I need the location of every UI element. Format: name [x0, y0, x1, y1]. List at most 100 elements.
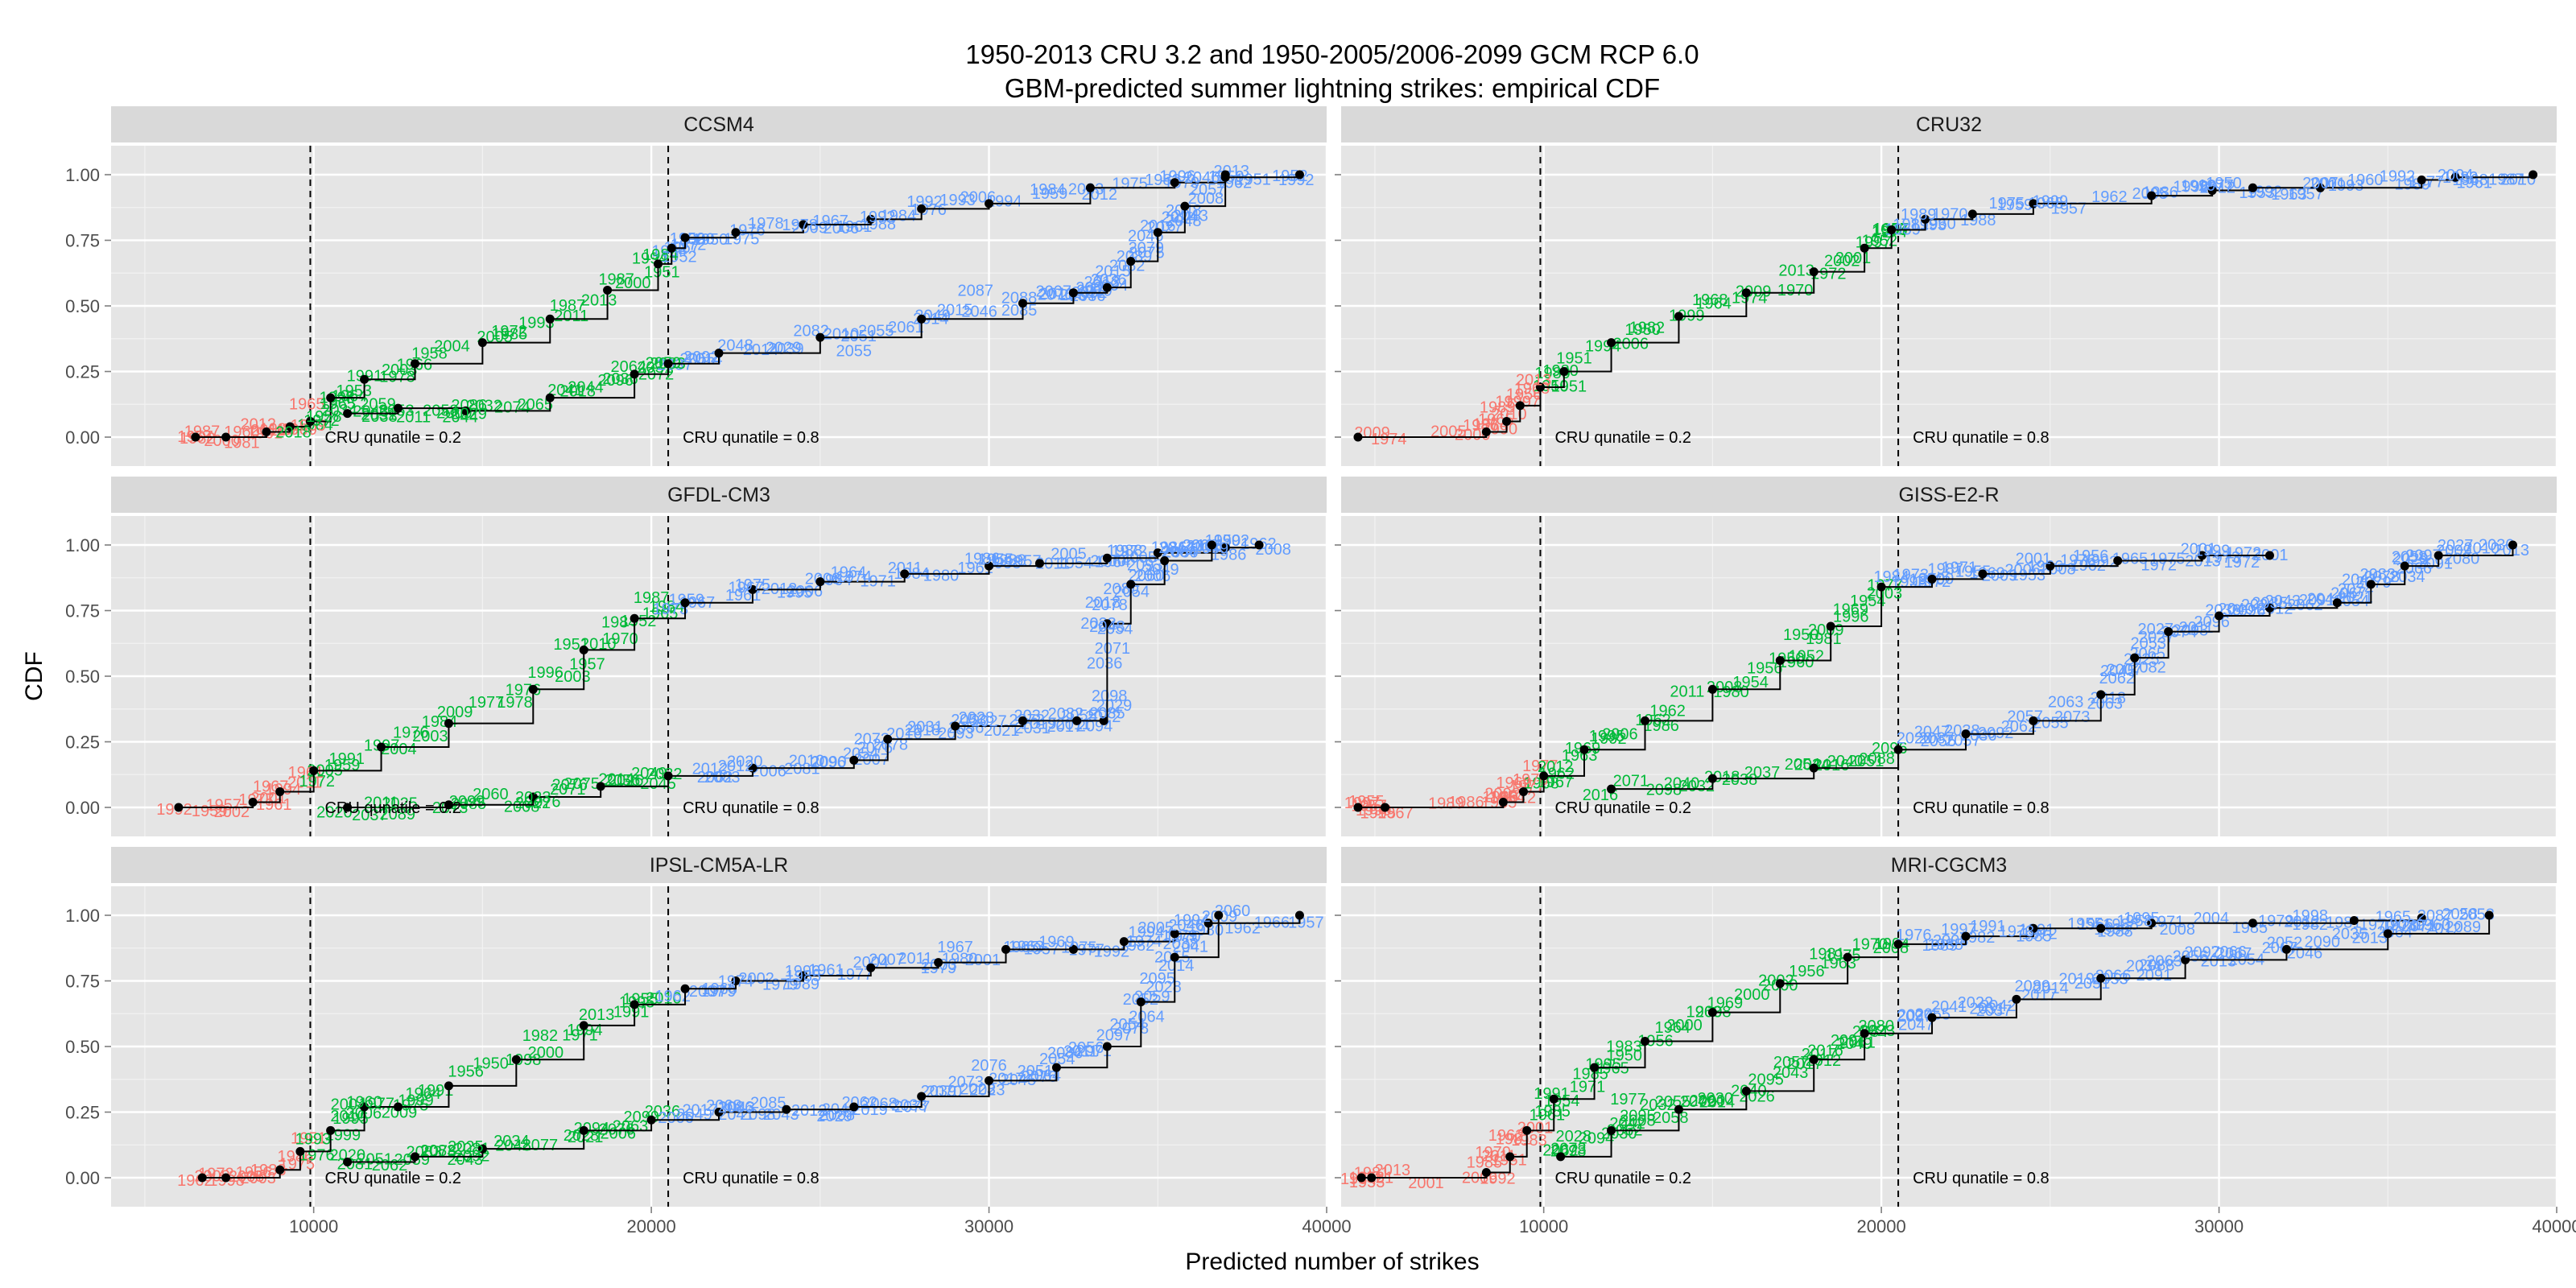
year-label: 2006 — [601, 1125, 637, 1142]
year-label: 1970 — [1852, 935, 1889, 953]
year-label: 1956 — [1789, 963, 1825, 980]
year-label: 2057 — [1190, 181, 1226, 199]
year-label: 2044 — [568, 379, 604, 397]
year-label: 1988 — [2097, 923, 2133, 940]
year-label: 2024 — [1162, 208, 1198, 226]
year-label: 2073 — [854, 731, 890, 749]
ecdf-point — [799, 971, 808, 980]
year-label: 1986 — [1448, 794, 1484, 811]
year-label: 1968 — [2452, 171, 2488, 189]
year-label: 2036 — [1961, 727, 1997, 745]
year-label: 1992 — [156, 801, 192, 819]
year-label: 2040 — [1827, 753, 1864, 770]
year-label: 2018 — [560, 383, 597, 401]
year-label: 1964 — [831, 564, 867, 582]
ecdf-point — [1707, 774, 1717, 783]
year-label: 2011 — [364, 794, 398, 811]
ecdf-point — [191, 432, 200, 442]
year-label: 2058 — [2442, 906, 2478, 923]
year-label: 2059 — [646, 355, 682, 373]
ecdf-point — [1126, 580, 1136, 589]
ecdf-point — [1001, 944, 1011, 954]
ecdf-point — [444, 1081, 453, 1091]
year-label: 2060 — [1129, 567, 1165, 584]
year-label: 1970 — [1777, 282, 1814, 299]
year-label: 2042 — [1609, 1115, 1645, 1133]
ecdf-point — [985, 1075, 994, 1085]
year-label: 2067 — [2330, 585, 2367, 603]
ecdf-point — [1085, 183, 1095, 192]
panel-gfdl-cm3: GFDL-CM319921959200219571977196120011994… — [65, 477, 1328, 836]
year-label: 2004 — [381, 741, 417, 758]
year-label: 2011 — [1670, 683, 1704, 701]
year-label: 1964 — [332, 388, 368, 406]
ecdf-point — [1607, 338, 1616, 348]
year-label: 1950 — [1624, 321, 1661, 339]
year-label: 1963 — [1009, 938, 1045, 956]
ecdf-point — [680, 984, 690, 993]
x-tick-label: 30000 — [964, 1216, 1013, 1236]
year-label: 2010 — [646, 990, 682, 1008]
year-label: 2007 — [689, 983, 725, 1001]
year-label: 2054 — [1109, 1016, 1146, 1034]
year-label: 1980 — [1713, 683, 1749, 701]
y-tick-label: 0.75 — [65, 972, 100, 992]
year-label: 1993 — [2328, 177, 2364, 195]
ecdf-point — [663, 771, 673, 781]
ecdf-point — [1921, 214, 1930, 224]
year-label: 1984 — [881, 207, 917, 225]
ecdf-point — [1961, 931, 1971, 941]
year-label: 1980 — [923, 568, 960, 585]
facet-strip — [111, 477, 1327, 513]
ecdf-point — [2417, 913, 2426, 923]
year-label: 2008 — [2160, 921, 2196, 939]
ecdf-point — [646, 1115, 656, 1125]
year-label: 2087 — [1918, 729, 1955, 747]
year-label: 2035 — [2332, 926, 2368, 943]
ecdf-point — [343, 803, 353, 812]
year-label: 2008 — [1255, 541, 1291, 559]
year-label: 1975 — [735, 576, 771, 594]
year-label: 1992 — [906, 193, 943, 211]
year-label: 2097 — [2184, 944, 2220, 962]
year-label: 2030 — [2479, 536, 2515, 554]
year-label: 1986 — [964, 550, 1001, 568]
ecdf-point — [1353, 432, 1363, 442]
year-label: 2062 — [2001, 718, 2037, 736]
year-label: 1994 — [1128, 924, 1164, 942]
year-label: 2033 — [891, 1097, 927, 1115]
ecdf-point — [1068, 944, 1078, 954]
year-label: 2077 — [522, 1137, 559, 1154]
year-label: 2051 — [840, 328, 877, 345]
year-label: 2000 — [1455, 426, 1491, 444]
ecdf-step-line — [1611, 545, 2514, 791]
year-label: 2051 — [1848, 753, 1885, 770]
year-label: 2028 — [1555, 1128, 1591, 1146]
year-label: 2017 — [682, 1102, 718, 1120]
year-label: 2014 — [743, 341, 779, 359]
ecdf-point — [2264, 603, 2274, 613]
ecdf-point — [2096, 973, 2106, 983]
chart-title: 1950-2013 CRU 3.2 and 1950-2005/2006-209… — [965, 39, 1699, 69]
year-label: 1985 — [1534, 1103, 1571, 1121]
year-label: 2049 — [1836, 1035, 1872, 1053]
year-label: 2062 — [697, 769, 733, 786]
ecdf-point — [900, 569, 910, 579]
year-label: 2046 — [1168, 917, 1204, 935]
year-label: 2055 — [858, 322, 894, 340]
year-label: 1995 — [332, 1110, 369, 1128]
ecdf-point — [477, 1144, 487, 1154]
year-label: 2006 — [1135, 568, 1171, 585]
year-label: 1967 — [937, 939, 973, 956]
year-label: 1985 — [1572, 1066, 1608, 1084]
year-label: 2043 — [353, 402, 389, 420]
year-label: 1966 — [2028, 558, 2064, 576]
year-label: 2075 — [564, 775, 600, 793]
year-label: 1952 — [621, 613, 657, 630]
year-label: 2066 — [2211, 943, 2247, 961]
year-label: 2094 — [1579, 1130, 1615, 1148]
ecdf-point — [849, 755, 859, 765]
year-label: 2060 — [473, 786, 509, 803]
ecdf-point — [1961, 729, 1971, 739]
ecdf-point — [985, 561, 994, 571]
